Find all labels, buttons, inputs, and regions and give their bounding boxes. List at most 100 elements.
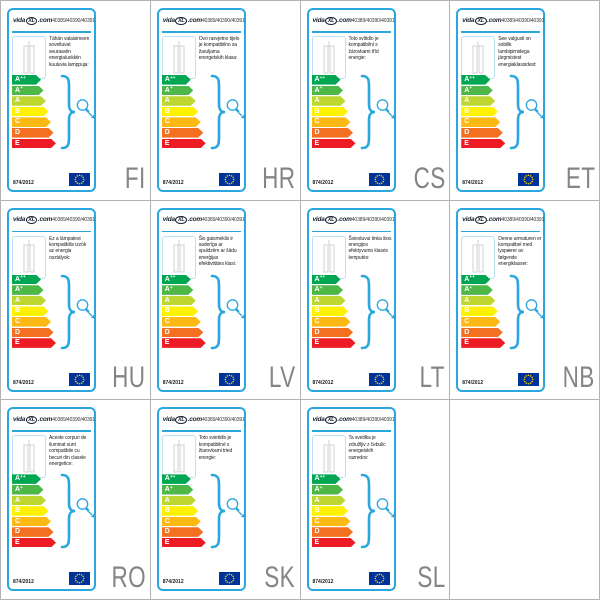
class-letter: E xyxy=(314,339,320,347)
energy-class-arrow-a-plus: A+ xyxy=(12,86,44,96)
class-letter: A xyxy=(164,286,170,294)
regulation-number: 874/2012 xyxy=(13,379,34,386)
class-letter: D xyxy=(314,528,320,536)
class-letter: E xyxy=(164,139,170,147)
energy-class-arrow-b: B xyxy=(312,107,349,117)
eu-stars xyxy=(374,374,384,385)
header-divider xyxy=(12,230,91,233)
energy-class-arrow-d: D xyxy=(312,128,354,138)
class-sup: ++ xyxy=(469,275,475,281)
energy-class-arrow-a: A xyxy=(12,96,46,106)
regulation-number: 874/2012 xyxy=(462,379,484,386)
energy-class-arrow-e: E xyxy=(162,338,206,348)
energy-label-card: vida XL .com 40389/40390/40391 Ta svetilka… xyxy=(306,407,396,592)
logo-xl-mark: XL xyxy=(175,216,188,225)
logo-suffix: .com xyxy=(337,16,352,24)
logo-xl-mark: XL xyxy=(25,16,38,25)
energy-class-arrow-c: C xyxy=(162,317,201,327)
label-cell: vida XL .com 40389/40390/40391 Toto svieti… xyxy=(150,400,300,599)
logo-prefix: vida xyxy=(13,16,26,24)
bulb-arrow-icon xyxy=(76,498,96,519)
eu-stars xyxy=(523,374,534,385)
logo-prefix: vida xyxy=(13,216,26,224)
energy-class-arrow-d: D xyxy=(162,527,204,537)
label-body: Denne armaturen er kompatibel med lyspær… xyxy=(461,235,541,279)
card-footer: 874/2012 xyxy=(313,372,390,386)
header-divider xyxy=(461,31,541,33)
energy-class-arrow-b: B xyxy=(312,506,349,516)
class-letter: E xyxy=(314,139,320,147)
compatibility-text: Šis gaismeklis ir saderīgs ar spuldzēm a… xyxy=(198,235,237,268)
empty-cell xyxy=(450,400,599,599)
eu-flag-icon xyxy=(368,572,390,586)
card-footer: 874/2012 xyxy=(13,572,90,586)
class-letter: A xyxy=(164,76,170,83)
energy-class-arrows: A++ A+ A B C D E xyxy=(12,75,56,149)
eu-flag-icon xyxy=(69,372,90,386)
label-cell: vida XL .com 40389/40390/40391 Denne armat… xyxy=(450,200,599,400)
product-numbers: 40389/40390/40391 xyxy=(52,217,96,224)
card-header: vida XL .com 40389/40390/40391 xyxy=(162,413,245,426)
card-footer: 874/2012 xyxy=(13,372,90,386)
energy-scale: A++ A+ A B C D E xyxy=(461,273,545,355)
energy-class-arrow-c: C xyxy=(162,517,201,527)
energy-class-arrow-b: B xyxy=(162,306,199,316)
eu-flag-icon xyxy=(218,572,240,586)
card-header: vida XL .com 40389/40390/40391 xyxy=(13,214,95,227)
energy-class-arrow-b: B xyxy=(12,306,49,316)
energy-class-arrow-a-plus: A+ xyxy=(312,485,344,495)
energy-class-arrows: A++ A+ A B C D E xyxy=(12,275,56,349)
logo-prefix: vida xyxy=(462,216,475,224)
regulation-number: 874/2012 xyxy=(162,180,184,186)
energy-label-card: vida XL .com 40389/40390/40391 See valgust… xyxy=(456,8,546,192)
lamp-sketch-icon xyxy=(323,40,334,73)
label-cell: vida XL .com 40389/40390/40391 Tähän valai… xyxy=(1,1,150,200)
class-sup: ++ xyxy=(169,475,176,481)
regulation-number: 874/2012 xyxy=(462,180,484,186)
fixture-thumbnail xyxy=(12,36,46,79)
product-numbers: 40389/40390/40391 xyxy=(351,217,395,224)
class-letter: B xyxy=(15,107,21,115)
class-sup: + xyxy=(20,485,23,491)
card-header: vida XL .com 40389/40390/40391 xyxy=(163,14,245,27)
label-cell: vida XL .com 40389/40390/40391 Šviestuvui … xyxy=(300,200,450,400)
lamp-sketch-icon xyxy=(23,40,35,73)
eu-stars xyxy=(74,174,85,185)
energy-class-arrow-e: E xyxy=(12,538,56,548)
energy-class-arrow-a: A xyxy=(312,96,346,106)
logo-prefix: vida xyxy=(312,16,325,24)
language-code: RO xyxy=(111,561,146,594)
energy-class-arrow-b: B xyxy=(12,506,49,516)
compatibility-text: Ez a lámpatest kompatibilis izzók az ene… xyxy=(49,235,87,261)
class-letter: A xyxy=(15,475,21,483)
eu-flag-icon xyxy=(218,372,240,386)
class-letter: C xyxy=(15,517,21,525)
fixture-thumbnail xyxy=(161,36,196,79)
brace-icon xyxy=(60,74,76,150)
eu-stars xyxy=(523,174,534,185)
label-cell: vida XL .com 40389/40390/40391 Toto svítid… xyxy=(300,1,450,200)
class-letter: C xyxy=(314,318,320,326)
class-letter: A xyxy=(464,286,470,294)
energy-class-arrow-a-plus-plus: A++ xyxy=(162,275,191,285)
logo-prefix: vida xyxy=(162,415,175,423)
vidaxl-logo: vida XL .com xyxy=(13,216,52,225)
class-letter: E xyxy=(15,538,20,546)
regulation-number: 874/2012 xyxy=(312,579,334,586)
card-footer: 874/2012 xyxy=(162,372,240,386)
lamp-sketch-icon xyxy=(323,240,334,273)
energy-class-arrow-a: A xyxy=(12,296,46,306)
class-letter: E xyxy=(314,538,320,546)
class-sup: ++ xyxy=(319,275,326,281)
lamp-sketch-icon xyxy=(23,439,35,473)
energy-class-arrow-b: B xyxy=(461,107,498,117)
class-letter: E xyxy=(464,139,469,147)
energy-class-arrow-b: B xyxy=(162,107,199,117)
energy-class-arrow-d: D xyxy=(12,128,54,138)
logo-xl-mark: XL xyxy=(25,415,38,424)
product-numbers: 40389/40390/40391 xyxy=(201,217,245,224)
class-letter: A xyxy=(15,76,21,83)
label-cell: vida XL .com 40389/40390/40391 Ez a lámpat… xyxy=(1,200,150,400)
regulation-number: 874/2012 xyxy=(162,379,184,386)
class-letter: A xyxy=(314,296,320,304)
